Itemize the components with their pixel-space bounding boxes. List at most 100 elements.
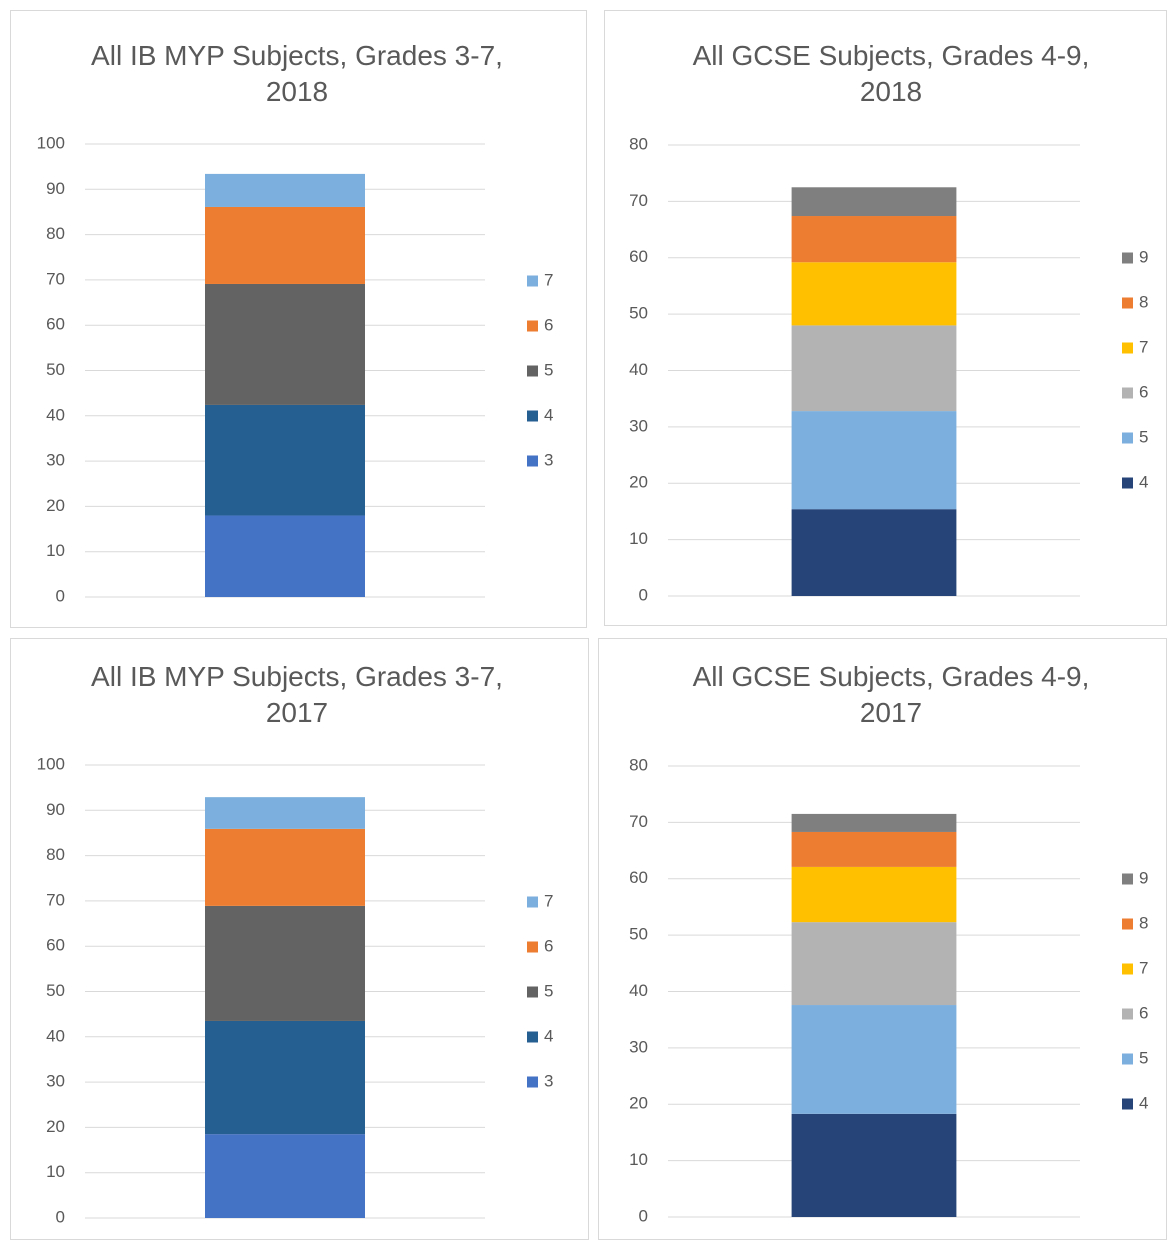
legend-swatch (527, 365, 538, 377)
y-tick-label: 90 (46, 800, 65, 819)
y-tick-label: 60 (629, 868, 648, 887)
y-tick-label: 0 (639, 585, 648, 604)
legend-label: 6 (544, 315, 553, 334)
legend-label: 3 (544, 450, 553, 469)
legend-label: 4 (1139, 1093, 1148, 1112)
bar-segment (791, 1113, 957, 1217)
legend-label: 9 (1139, 247, 1148, 266)
y-tick-label: 80 (629, 134, 648, 153)
y-tick-label: 70 (46, 890, 65, 909)
y-tick-label: 80 (629, 755, 648, 774)
legend-label: 5 (1139, 1048, 1148, 1067)
y-tick-label: 10 (46, 541, 65, 560)
bar-segment (791, 411, 957, 510)
bar-segment (205, 1134, 365, 1218)
legend-label: 7 (1139, 958, 1148, 977)
bar-segment (205, 515, 365, 597)
y-tick-label: 30 (46, 451, 65, 470)
y-tick-label: 10 (629, 529, 648, 548)
legend-swatch (527, 986, 538, 998)
y-tick-label: 70 (46, 269, 65, 288)
y-tick-label: 20 (629, 1094, 648, 1113)
y-tick-label: 30 (629, 416, 648, 435)
y-tick-label: 90 (46, 179, 65, 198)
legend-swatch (1122, 918, 1133, 930)
legend-swatch (1122, 387, 1133, 399)
legend-label: 8 (1139, 913, 1148, 932)
legend-swatch (1122, 1008, 1133, 1020)
bar-segment (205, 905, 365, 1021)
bar-segment (205, 404, 365, 516)
y-tick-label: 50 (629, 304, 648, 323)
legend-swatch (527, 1076, 538, 1088)
legend-swatch (527, 896, 538, 908)
legend-label: 3 (544, 1071, 553, 1090)
y-tick-label: 20 (629, 473, 648, 492)
bar-segment (205, 797, 365, 829)
legend-label: 7 (544, 270, 553, 289)
y-tick-label: 50 (629, 925, 648, 944)
legend-label: 4 (544, 405, 553, 424)
chart-title: All IB MYP Subjects, Grades 3-7, 2017 (91, 661, 503, 728)
y-tick-label: 30 (46, 1072, 65, 1091)
legend-label: 6 (1139, 382, 1148, 401)
bar-segment (791, 813, 957, 832)
legend-swatch (527, 941, 538, 953)
y-tick-label: 80 (46, 845, 65, 864)
legend-swatch (1122, 873, 1133, 885)
bar-segment (791, 216, 957, 263)
legend-swatch (1122, 342, 1133, 354)
chart-title: All GCSE Subjects, Grades 4-9, 2017 (692, 661, 1090, 728)
bar-segment (791, 1005, 957, 1114)
legend-label: 7 (544, 891, 553, 910)
bar-segment (205, 283, 365, 405)
legend-label: 6 (544, 936, 553, 955)
legend-swatch (1122, 432, 1133, 444)
y-tick-label: 60 (629, 247, 648, 266)
y-tick-label: 70 (629, 191, 648, 210)
legend-label: 5 (544, 360, 553, 379)
bar-segment (791, 831, 957, 867)
y-tick-label: 50 (46, 981, 65, 1000)
y-tick-label: 60 (46, 936, 65, 955)
legend-label: 4 (1139, 472, 1148, 491)
chart-panel (10, 10, 587, 628)
bar-segment (205, 1020, 365, 1135)
y-tick-label: 20 (46, 1117, 65, 1136)
legend-label: 6 (1139, 1003, 1148, 1022)
y-tick-label: 70 (629, 812, 648, 831)
legend-swatch (527, 320, 538, 332)
bar-segment (791, 509, 957, 596)
bar-segment (791, 262, 957, 326)
y-tick-label: 20 (46, 496, 65, 515)
y-tick-label: 100 (37, 754, 65, 773)
y-tick-label: 40 (46, 405, 65, 424)
legend-label: 4 (544, 1026, 553, 1045)
y-tick-label: 10 (629, 1150, 648, 1169)
y-tick-label: 40 (46, 1026, 65, 1045)
legend-swatch (1122, 252, 1133, 264)
chart-title: All IB MYP Subjects, Grades 3-7, 2018 (91, 40, 503, 107)
y-tick-label: 0 (56, 1207, 65, 1226)
legend-label: 5 (544, 981, 553, 1000)
y-tick-label: 0 (56, 586, 65, 605)
bar-segment (205, 173, 365, 207)
legend-swatch (1122, 477, 1133, 489)
legend-swatch (1122, 297, 1133, 309)
bar-segment (791, 866, 957, 923)
y-tick-label: 40 (629, 981, 648, 1000)
y-tick-label: 60 (46, 315, 65, 334)
bar-segment (791, 325, 957, 412)
y-tick-label: 80 (46, 224, 65, 243)
bar-segment (791, 922, 957, 1006)
y-tick-label: 10 (46, 1162, 65, 1181)
y-tick-label: 100 (37, 133, 65, 152)
legend-label: 9 (1139, 868, 1148, 887)
legend-swatch (527, 275, 538, 287)
legend-swatch (527, 1031, 538, 1043)
y-tick-label: 0 (639, 1206, 648, 1225)
chart-title: All GCSE Subjects, Grades 4-9, 2018 (692, 40, 1090, 107)
bar-segment (791, 187, 957, 217)
bar-segment (205, 206, 365, 284)
